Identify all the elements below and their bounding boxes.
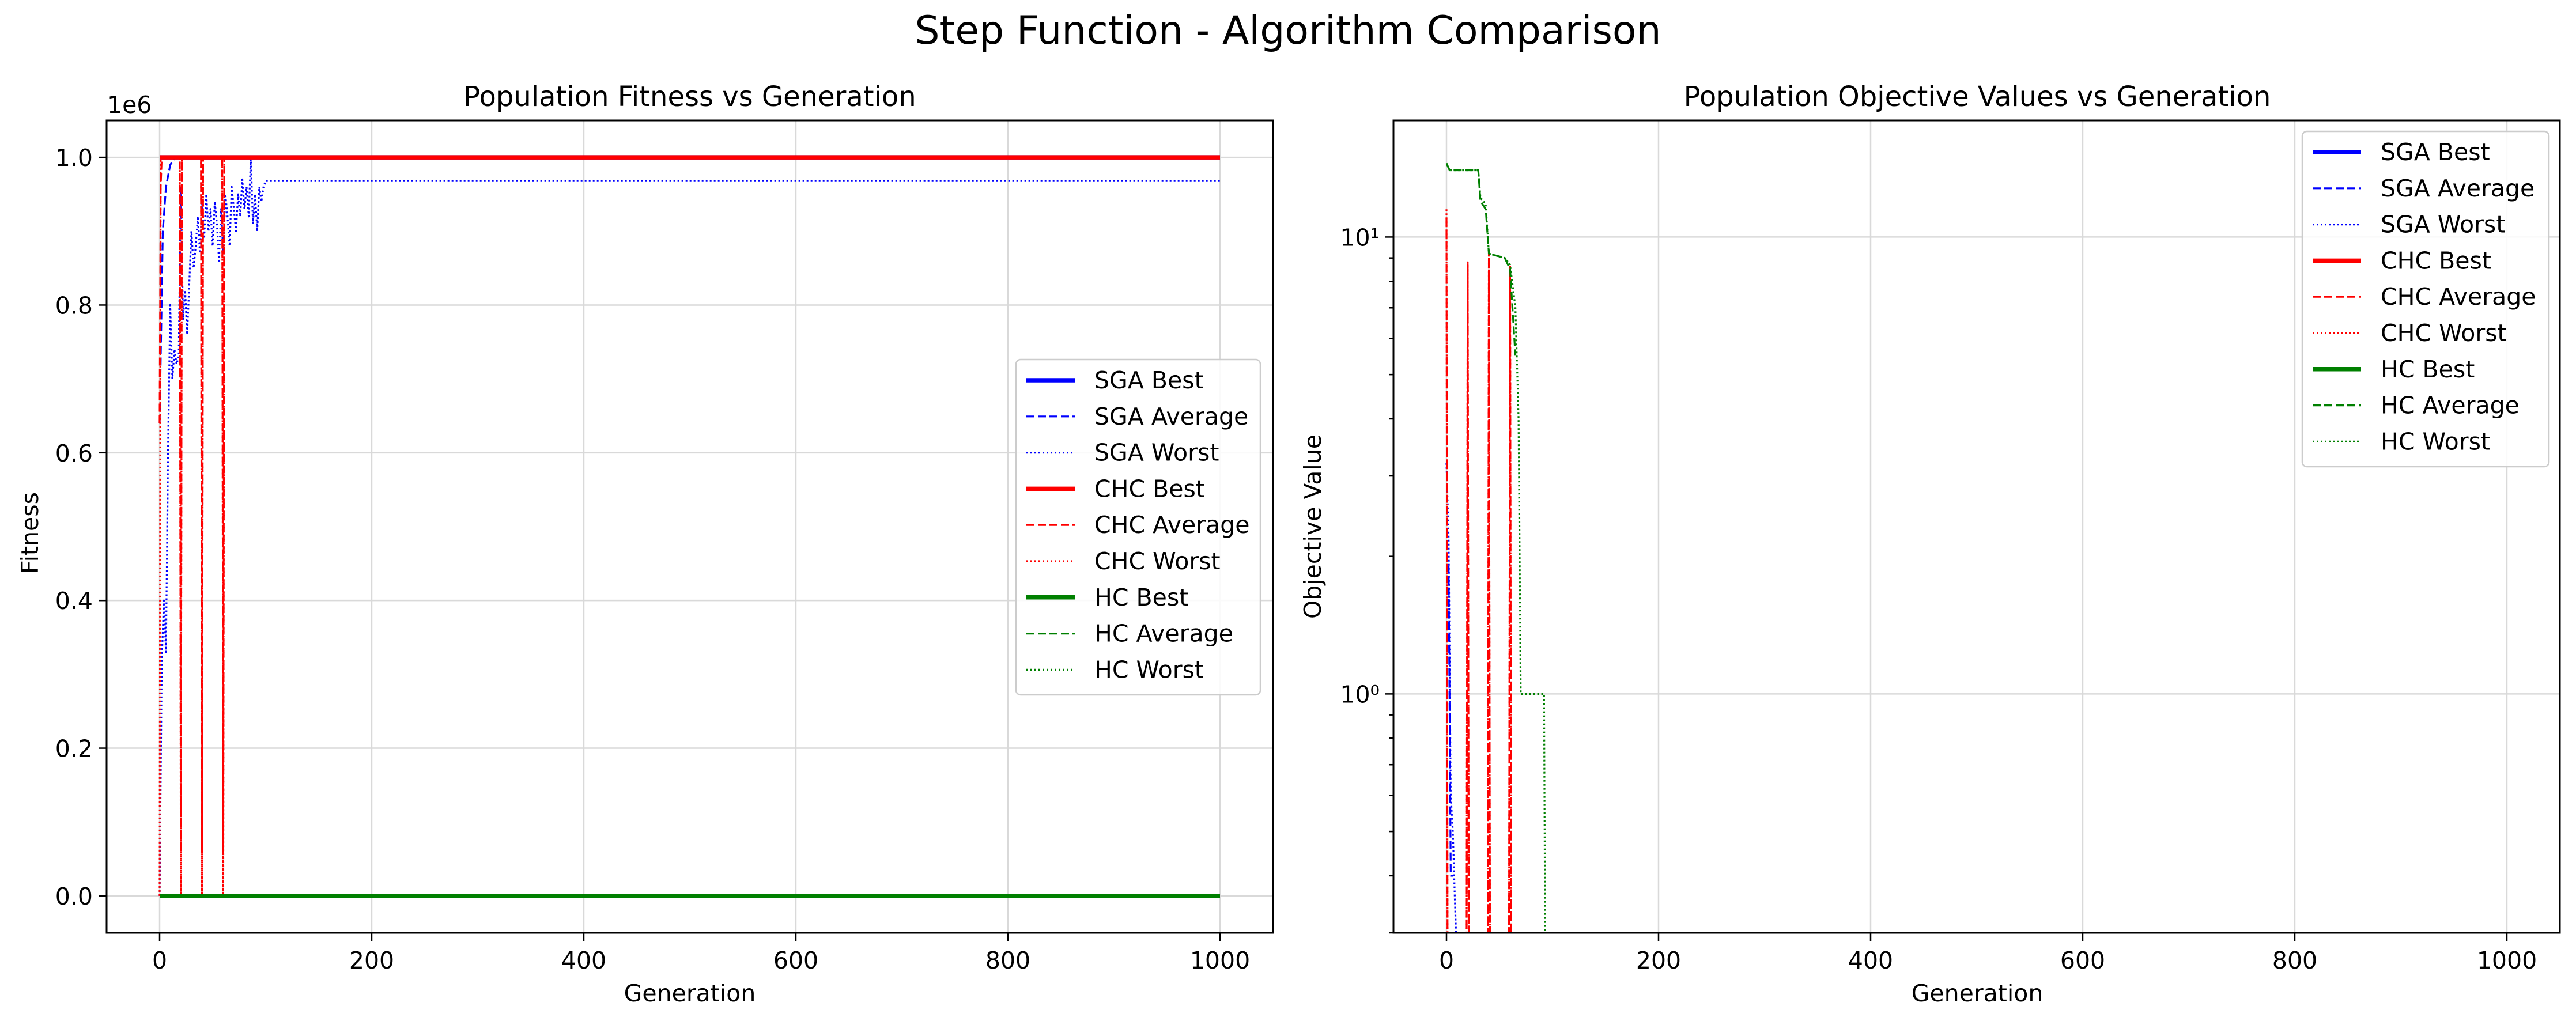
fitness-chart-series-sga-worst [158, 156, 1220, 896]
fitness-chart-legend-label-hc-worst: HC Worst [1094, 656, 1204, 683]
objective-chart-legend-label-hc-average: HC Average [2381, 392, 2520, 419]
fitness-chart-ytick-label: 0.0 [55, 883, 93, 910]
objective-chart-frame [1392, 119, 2561, 934]
fitness-chart-legend-label-chc-average: CHC Average [1094, 511, 1249, 539]
fitness-chart-xtick-label: 200 [349, 947, 394, 974]
objective-chart-legend-label-hc-best: HC Best [2381, 355, 2475, 383]
fitness-chart-xtick-label: 600 [773, 947, 818, 974]
fitness-chart: Population Fitness vs Generation Generat… [16, 81, 1274, 1007]
fitness-chart-ytick-label: 0.4 [55, 587, 93, 615]
objective-chart-xtick-label: 400 [1848, 947, 1893, 974]
objective-chart-ytick-label: 10¹ [1340, 224, 1380, 251]
objective-chart-legend-label-sga-average: SGA Average [2381, 175, 2535, 202]
fitness-chart-legend-label-sga-best: SGA Best [1094, 366, 1204, 394]
objective-chart-xlabel: Generation [1912, 979, 2044, 1007]
fitness-chart-xtick-label: 1000 [1190, 947, 1250, 974]
objective-chart-legend-label-hc-worst: HC Worst [2381, 428, 2490, 455]
fitness-chart-legend-label-hc-best: HC Best [1094, 584, 1188, 611]
fitness-chart-ticks: 0 200 400 600 800 1000 0.0 0.2 0.4 0.6 0.8 1.0 [55, 144, 1250, 974]
objective-chart-xtick-label: 200 [1636, 947, 1681, 974]
objective-chart-legend-label-sga-best: SGA Best [2381, 138, 2490, 166]
objective-chart-legend-label-chc-worst: CHC Worst [2381, 319, 2507, 347]
objective-chart-series-chc-worst [1445, 209, 1512, 933]
objective-chart-title: Population Objective Values vs Generatio… [1684, 81, 2271, 113]
fitness-chart-frame [105, 119, 1274, 934]
fitness-chart-legend-label-chc-best: CHC Best [1094, 475, 1205, 502]
objective-chart-legend-box [2301, 130, 2550, 468]
fitness-chart-ytick-label: 0.8 [55, 292, 93, 319]
objective-chart-ytick-label: 10⁰ [1340, 680, 1380, 708]
fitness-chart-series [158, 155, 1220, 898]
fitness-chart-xlabel: Generation [624, 979, 756, 1007]
fitness-chart-title: Population Fitness vs Generation [463, 81, 916, 113]
objective-chart-series-hc-worst [1445, 162, 1546, 933]
fitness-chart-ytick-label: 0.2 [55, 735, 93, 763]
objective-chart-legend-label-chc-best: CHC Best [2381, 247, 2491, 274]
fitness-chart-ytick-label: 0.6 [55, 440, 93, 467]
fitness-chart-legend-label-sga-worst: SGA Worst [1094, 439, 1219, 467]
fitness-chart-ytick-label: 1.0 [55, 144, 93, 172]
fitness-chart-legend-box [1015, 358, 1261, 696]
objective-chart-legend-label-chc-average: CHC Average [2381, 283, 2536, 311]
fitness-chart-legend: SGA Best SGA Average SGA Worst CHC Best CHC … [1015, 358, 1261, 696]
fitness-chart-legend-label-sga-average: SGA Average [1094, 403, 1248, 430]
figure-title: Step Function - Algorithm Comparison [915, 8, 1661, 54]
objective-chart-ylabel: Objective Value [1299, 434, 1327, 619]
fitness-chart-xtick-label: 0 [152, 947, 167, 974]
fitness-chart-ylabel: Fitness [16, 492, 44, 574]
objective-chart-series-sga-worst [1445, 463, 1457, 933]
objective-chart: Population Objective Values vs Generatio… [1299, 81, 2561, 1007]
objective-chart-legend: SGA Best SGA Average SGA Worst CHC Best CHC … [2301, 130, 2550, 468]
fitness-chart-xtick-label: 800 [985, 947, 1030, 974]
objective-chart-xtick-label: 800 [2272, 947, 2317, 974]
objective-chart-xtick-label: 0 [1439, 947, 1454, 974]
objective-chart-ticks: 0 200 400 600 800 1000 10⁰ 10¹ [1340, 224, 2537, 974]
objective-chart-legend-label-sga-worst: SGA Worst [2381, 211, 2505, 239]
fitness-chart-legend-label-chc-worst: CHC Worst [1094, 547, 1221, 575]
objective-chart-xtick-label: 1000 [2477, 947, 2537, 974]
objective-chart-xtick-label: 600 [2060, 947, 2105, 974]
fitness-chart-y-offset-label: 1e6 [107, 91, 152, 119]
objective-chart-series [1445, 162, 1546, 933]
fitness-chart-series-chc-worst [158, 156, 1220, 897]
fitness-chart-xtick-label: 400 [561, 947, 606, 974]
fitness-chart-legend-label-hc-average: HC Average [1094, 620, 1233, 648]
